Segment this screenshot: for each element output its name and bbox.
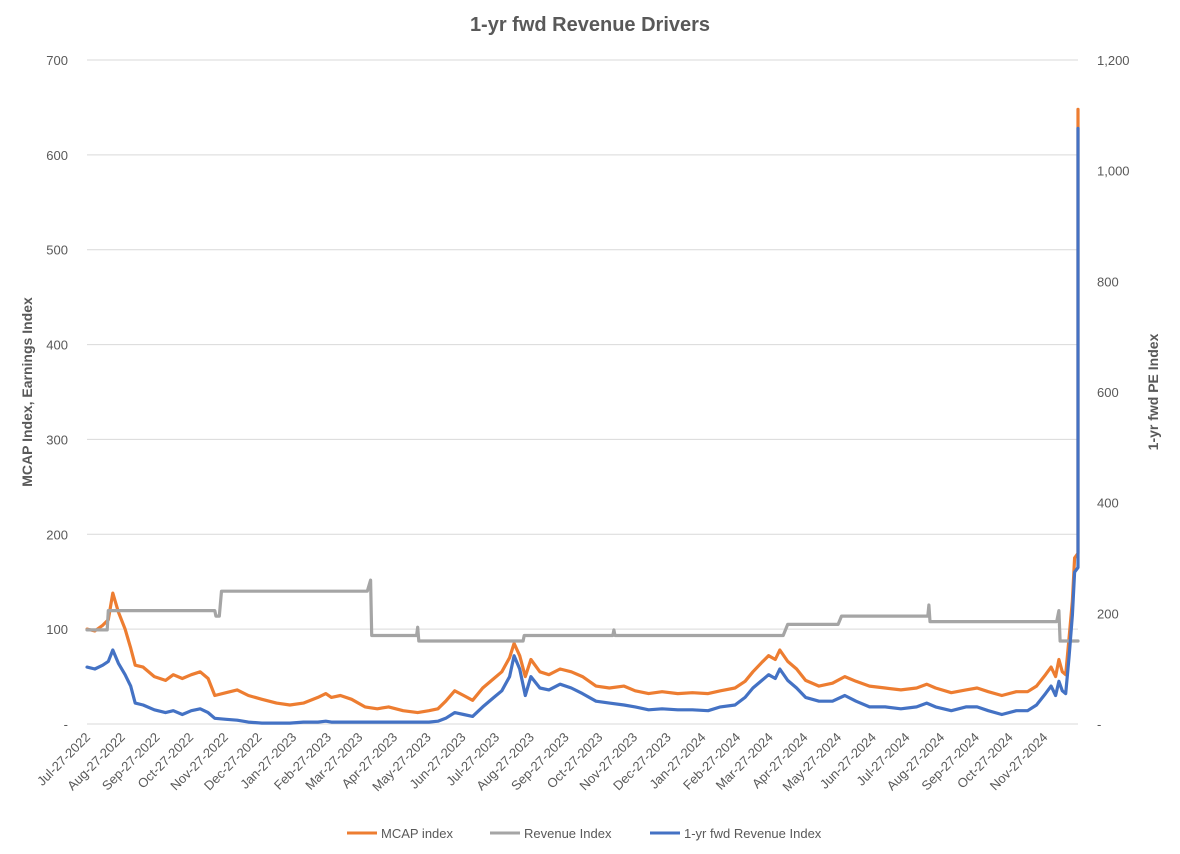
left-tick-label: 600 [46, 148, 68, 163]
left-tick-label: 100 [46, 622, 68, 637]
right-tick-label: 1,000 [1097, 164, 1130, 179]
legend: MCAP index Revenue Index 1-yr fwd Revenue … [347, 826, 822, 841]
left-tick-label: 300 [46, 432, 68, 447]
right-axis-title: 1-yr fwd PE Index [1145, 333, 1161, 450]
right-tick-label: 200 [1097, 606, 1119, 621]
legend-label: MCAP index [381, 826, 454, 841]
right-tick-label: 400 [1097, 496, 1119, 511]
legend-label: Revenue Index [524, 826, 612, 841]
right-tick-label: 600 [1097, 385, 1119, 400]
right-tick-label: - [1097, 717, 1101, 732]
gridlines [87, 59, 1078, 725]
series-line-3 [85, 126, 1080, 725]
legend-label: 1-yr fwd Revenue Index [684, 826, 822, 841]
left-tick-label: 500 [46, 243, 68, 258]
left-axis-title: MCAP Index, Earnings Index [19, 297, 35, 487]
series-line-2 [85, 578, 1080, 643]
right-tick-label: 800 [1097, 274, 1119, 289]
left-tick-label: 400 [46, 338, 68, 353]
right-axis-ticks: - 200 400 600 800 1,000 1,200 [1097, 53, 1130, 732]
right-tick-label: 1,200 [1097, 53, 1130, 68]
x-axis-ticks: Jul-27-2022Aug-27-2022Sep-27-2022Oct-27-… [34, 730, 1051, 795]
left-tick-label: - [64, 717, 68, 732]
left-tick-label: 200 [46, 527, 68, 542]
left-tick-label: 700 [46, 53, 68, 68]
series-lines [85, 107, 1080, 725]
series-line-1 [85, 107, 1080, 715]
chart-title: 1-yr fwd Revenue Drivers [470, 14, 710, 36]
left-axis-ticks: - 100 200 300 400 500 600 700 [46, 53, 68, 732]
